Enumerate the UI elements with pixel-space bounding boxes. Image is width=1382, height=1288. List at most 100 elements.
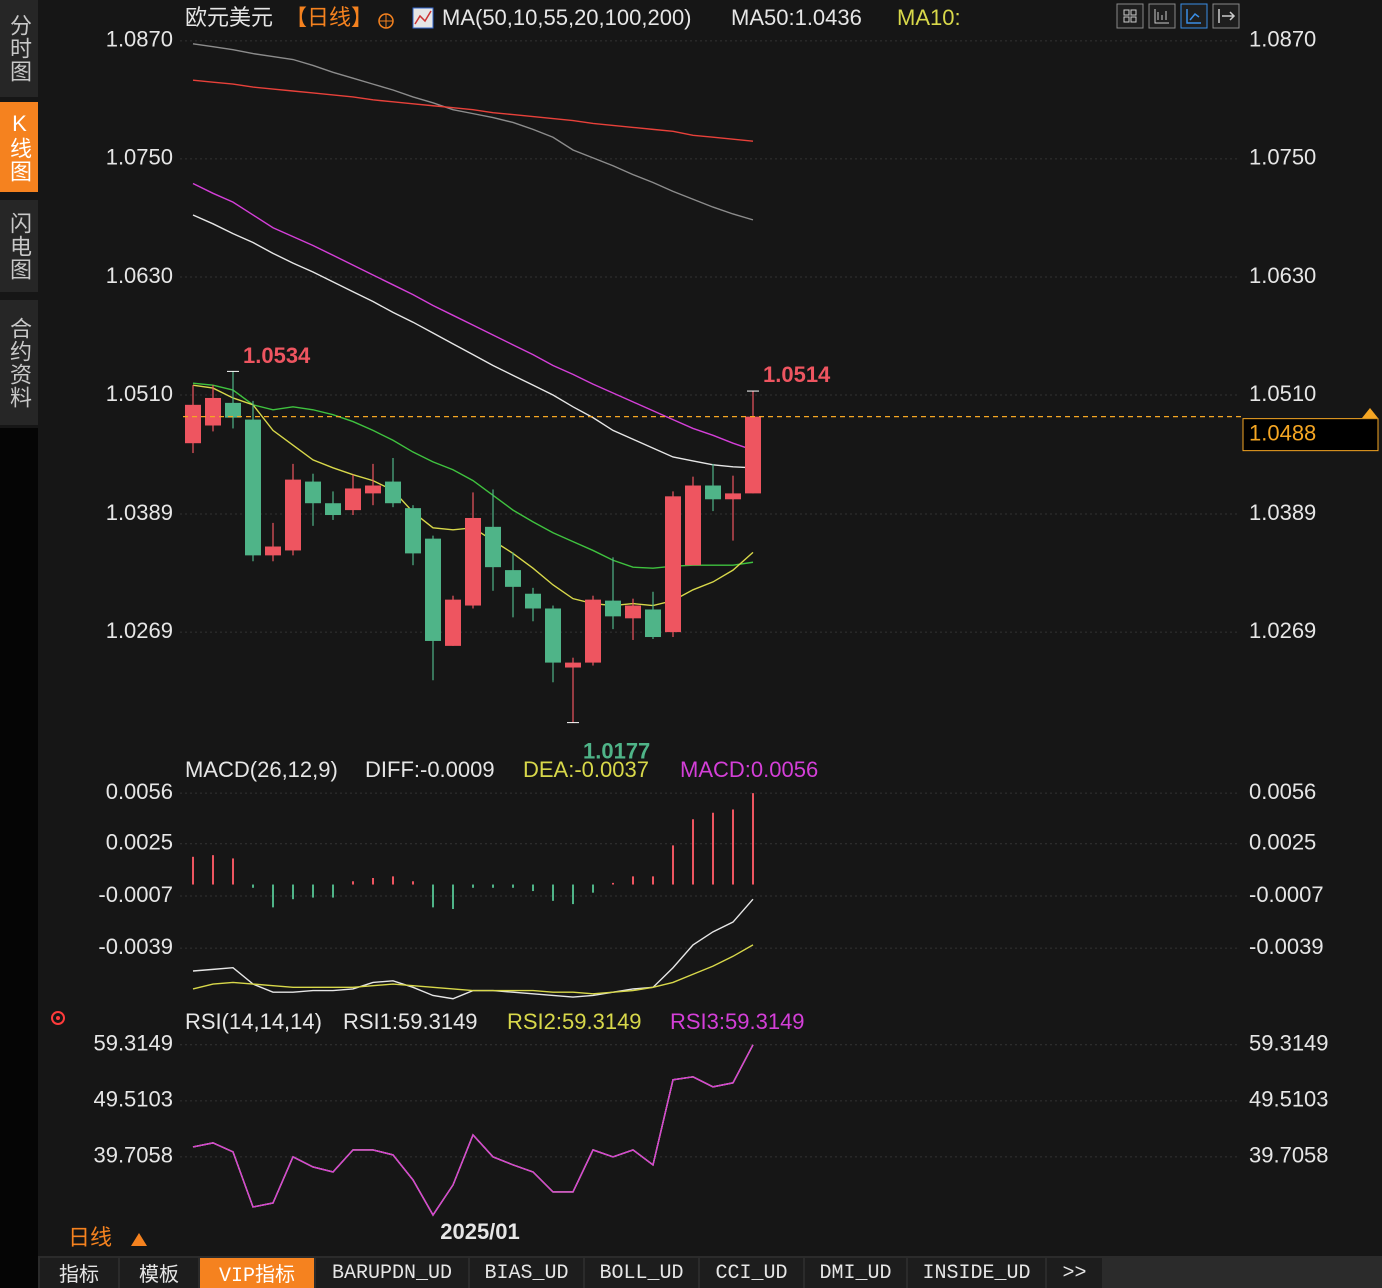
candle-body xyxy=(745,416,761,494)
candle-body xyxy=(465,517,481,606)
y-tick-label: 0.0025 xyxy=(106,830,173,855)
low-annotation: 1.0177 xyxy=(583,738,650,763)
candle-body xyxy=(245,419,261,556)
toolbar-tab[interactable]: DMI_UD xyxy=(805,1258,906,1288)
indicator-label: MA(50,10,55,20,100,200) xyxy=(442,5,692,30)
candle-body xyxy=(445,599,461,646)
legend-entry: MACD:0.0056 xyxy=(680,757,818,782)
indicator-icon xyxy=(414,10,432,25)
candle-body xyxy=(665,496,681,633)
candle-body xyxy=(505,570,521,587)
toolbar-tab[interactable]: BARUPDN_UD xyxy=(316,1258,468,1288)
candle-body xyxy=(185,404,201,444)
toolbar-tab[interactable]: VIP指标 xyxy=(200,1258,314,1288)
settings-icon[interactable] xyxy=(51,1011,65,1025)
sidebar-tab[interactable]: 合约资料 xyxy=(0,300,38,425)
toolbar-tab[interactable]: 模板 xyxy=(120,1258,198,1288)
y-tick-label: 1.0269 xyxy=(106,618,173,643)
candle-body xyxy=(525,593,541,609)
candle-body xyxy=(385,481,401,504)
legend-entry: RSI2:59.3149 xyxy=(507,1009,642,1034)
y-tick-label: 49.5103 xyxy=(1249,1087,1329,1112)
layout-icon xyxy=(1218,9,1236,23)
y-tick-label: -0.0007 xyxy=(98,882,173,907)
price-marker xyxy=(1362,408,1378,418)
legend-entry: DEA:-0.0037 xyxy=(523,757,649,782)
toolbar-tab[interactable]: CCI_UD xyxy=(700,1258,803,1288)
chart-area: 欧元美元 【日线】 MA(50,10,55,20,100,200) MACD(2… xyxy=(51,3,1379,1250)
high-annotation: 1.0534 xyxy=(243,343,311,368)
y-tick-label: 1.0389 xyxy=(106,500,173,525)
layout-icon xyxy=(1154,9,1169,24)
candle-body xyxy=(645,609,661,638)
candle-body xyxy=(585,599,601,663)
legend-entry: RSI3:59.3149 xyxy=(670,1009,805,1034)
legend-entry: DIFF:-0.0009 xyxy=(365,757,495,782)
toolbar-tab[interactable]: INSIDE_UD xyxy=(908,1258,1045,1288)
candle-body xyxy=(365,485,381,494)
candle-body xyxy=(485,526,501,568)
y-tick-label: 59.3149 xyxy=(93,1031,173,1056)
candle-body xyxy=(605,600,621,617)
indicator-line xyxy=(192,214,754,469)
period-indicator: 日线 xyxy=(68,1225,112,1250)
layout-button[interactable] xyxy=(1148,3,1176,29)
y-tick-label: 1.0630 xyxy=(1249,263,1316,288)
candle-body xyxy=(405,508,421,554)
chart-title: 欧元美元 xyxy=(185,5,273,30)
candle-body xyxy=(425,538,441,641)
sidebar-tab[interactable]: K线图 xyxy=(0,102,38,192)
indicator-value: MA10: xyxy=(897,5,961,30)
layout-buttons xyxy=(1116,3,1240,29)
candle-body xyxy=(345,488,361,511)
indicator-line xyxy=(192,43,754,221)
settings-icon xyxy=(51,1011,65,1025)
y-tick-label: 1.0269 xyxy=(1249,618,1316,643)
y-tick-label: 1.0510 xyxy=(1249,381,1316,406)
candle-body xyxy=(705,485,721,500)
y-tick-label: 39.7058 xyxy=(93,1143,173,1168)
settings-icon xyxy=(56,1016,60,1020)
rsi-title: RSI(14,14,14) xyxy=(185,1009,322,1034)
indicator-line xyxy=(192,382,754,569)
period-label: 【日线】 xyxy=(285,5,373,30)
candle-body xyxy=(325,503,341,516)
y-tick-label: 1.0870 xyxy=(106,27,173,52)
y-tick-label: 1.0870 xyxy=(1249,27,1316,52)
candle-body xyxy=(205,397,221,426)
sidebar-fill xyxy=(0,428,38,1288)
indicator-value: MA50:1.0436 xyxy=(731,5,862,30)
last-price-box xyxy=(1242,418,1379,452)
y-tick-label: 1.0750 xyxy=(106,145,173,170)
toolbar-tab[interactable]: BIAS_UD xyxy=(470,1258,583,1288)
y-tick-label: 1.0630 xyxy=(106,263,173,288)
y-tick-label: -0.0039 xyxy=(98,934,173,959)
sidebar-tab[interactable]: 闪电图 xyxy=(0,200,38,292)
indicator-line xyxy=(192,1044,754,1217)
layout-button[interactable] xyxy=(1116,3,1144,29)
toolbar-tab[interactable]: BOLL_UD xyxy=(585,1258,698,1288)
candle-body xyxy=(625,605,641,619)
toolbar-tab[interactable]: 指标 xyxy=(40,1258,118,1288)
y-tick-label: 0.0056 xyxy=(106,779,173,804)
y-tick-label: -0.0007 xyxy=(1249,882,1324,907)
indicator-line xyxy=(192,944,754,995)
y-tick-label: 1.0389 xyxy=(1249,500,1316,525)
candle-body xyxy=(545,608,561,663)
last-price-label: 1.0488 xyxy=(1249,420,1316,445)
toolbar-tab[interactable]: >> xyxy=(1047,1258,1102,1288)
y-tick-label: 0.0025 xyxy=(1249,830,1316,855)
macd-title: MACD(26,12,9) xyxy=(185,757,338,782)
layout-icon xyxy=(1123,9,1137,23)
y-tick-label: 39.7058 xyxy=(1249,1143,1329,1168)
x-tick-label: 2025/01 xyxy=(440,1219,520,1244)
candle-body xyxy=(265,546,281,556)
sidebar-tab[interactable]: 分时图 xyxy=(0,0,38,97)
layout-icon xyxy=(1186,9,1201,24)
indicator-line xyxy=(192,1044,754,1217)
period-arrow[interactable] xyxy=(131,1233,147,1246)
indicator-line xyxy=(192,1044,754,1217)
candle-body xyxy=(725,493,741,500)
candle-body xyxy=(225,402,241,418)
